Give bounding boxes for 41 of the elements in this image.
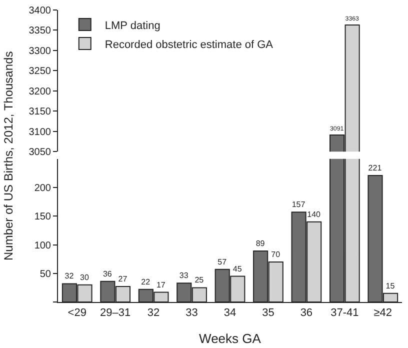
- data-label: 157: [292, 200, 306, 210]
- data-label: 17: [156, 280, 166, 290]
- data-label: 33: [179, 271, 189, 280]
- data-label: 36: [102, 269, 112, 278]
- y-tick-label: 3100: [28, 126, 52, 138]
- data-label: 27: [118, 274, 128, 284]
- y-tick-label: 50: [40, 268, 52, 280]
- y-tick-label: 3150: [28, 106, 52, 118]
- data-label: 70: [271, 250, 281, 259]
- y-tick-label: 3250: [28, 66, 52, 78]
- data-label: 32: [64, 272, 74, 281]
- x-tick-label: 35: [262, 307, 274, 320]
- data-label: 15: [386, 281, 396, 290]
- data-label: 140: [307, 210, 322, 219]
- y-tick-label: 3350: [28, 26, 52, 37]
- y-tick-label: 3200: [28, 86, 52, 98]
- data-label: 221: [368, 164, 382, 173]
- data-label: 22: [141, 277, 151, 286]
- y-tick-label: 3050: [28, 147, 52, 158]
- y-tick-label: 200: [34, 183, 52, 194]
- data-label: 45: [232, 264, 242, 274]
- data-label: 89: [256, 239, 266, 248]
- y-axis-title: Number of US Births, 2012, Thousands: [2, 51, 16, 261]
- y-tick-label: 150: [34, 212, 52, 223]
- x-tick-label: 29–31: [100, 307, 131, 320]
- y-tick-label: 3400: [28, 6, 52, 16]
- x-axis-title: Weeks GA: [199, 330, 262, 346]
- data-label: 25: [194, 276, 204, 285]
- y-tick-label: 3300: [28, 46, 52, 57]
- x-tick-label: 33: [186, 307, 198, 320]
- y-tick-label: 100: [34, 240, 52, 252]
- x-tick-label: 32: [147, 307, 160, 320]
- legend-label: LMP dating: [104, 20, 160, 32]
- x-tick-label: 37-41: [330, 307, 359, 320]
- legend-label: Recorded obstetric estimate of GA: [104, 38, 274, 51]
- x-tick-label: ≥42: [374, 307, 392, 320]
- x-tick-label: <29: [68, 307, 86, 320]
- data-label: 57: [218, 257, 228, 266]
- x-tick-label: 34: [224, 307, 236, 320]
- x-tick-label: 36: [300, 307, 313, 320]
- data-label: 30: [80, 272, 90, 282]
